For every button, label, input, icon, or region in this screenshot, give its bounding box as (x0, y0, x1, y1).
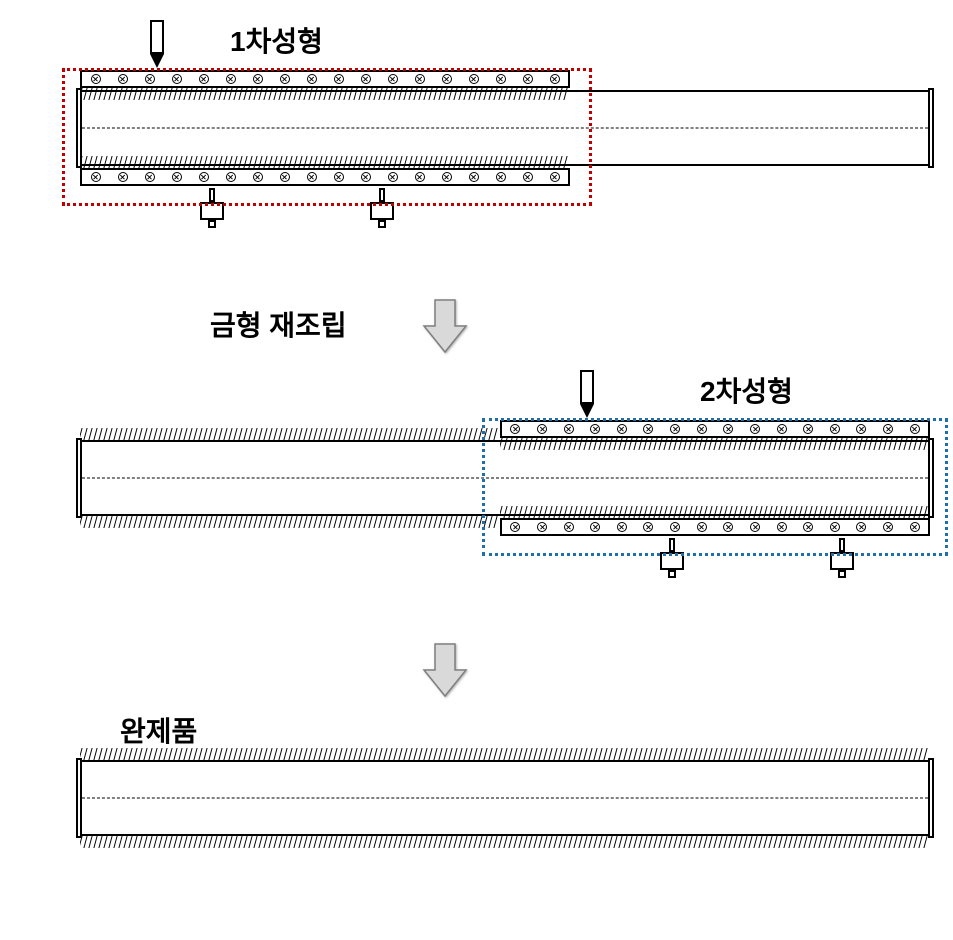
fins-bottom-right (500, 506, 930, 518)
fins-bottom-left (80, 516, 500, 528)
stage3-title: 완제품 (120, 710, 197, 750)
fins-top-left (80, 428, 500, 440)
sensor-icon (200, 188, 224, 280)
stage1-assembly (20, 90, 940, 210)
stage2-assembly (20, 440, 940, 560)
stage-2: 2차성형 (20, 370, 933, 630)
mold-bottom (500, 518, 930, 536)
sensor-icon (830, 538, 854, 630)
sensor-icon (370, 188, 394, 280)
mold-top (80, 70, 570, 88)
injector-icon (580, 370, 594, 420)
stage-3: 완제품 (20, 710, 933, 890)
arrow-step-2 (20, 640, 933, 710)
fins-top-right (500, 438, 930, 450)
tube (80, 440, 930, 516)
fins-top (80, 88, 570, 100)
fins-top (80, 748, 930, 760)
sensor-icon (660, 538, 684, 630)
mold-bottom (80, 168, 570, 186)
tube (80, 90, 930, 166)
stage-1: 1차성형 (20, 20, 933, 280)
stage2-title: 2차성형 (700, 370, 793, 410)
stage1-title: 1차성형 (230, 20, 323, 60)
flange-right (928, 88, 934, 168)
flange-left (76, 758, 82, 838)
fins-bottom (80, 836, 930, 848)
flange-left (76, 438, 82, 518)
injector-icon (150, 20, 164, 70)
reassembly-label: 금형 재조립 (210, 304, 347, 344)
arrow-down-icon (420, 640, 470, 700)
arrow-down-icon (420, 296, 470, 356)
stage3-assembly (20, 760, 940, 860)
mold-top (500, 420, 930, 438)
tube (80, 760, 930, 836)
arrow-step-1: 금형 재조립 (20, 290, 933, 370)
fins-bottom (80, 156, 570, 168)
flange-right (928, 758, 934, 838)
